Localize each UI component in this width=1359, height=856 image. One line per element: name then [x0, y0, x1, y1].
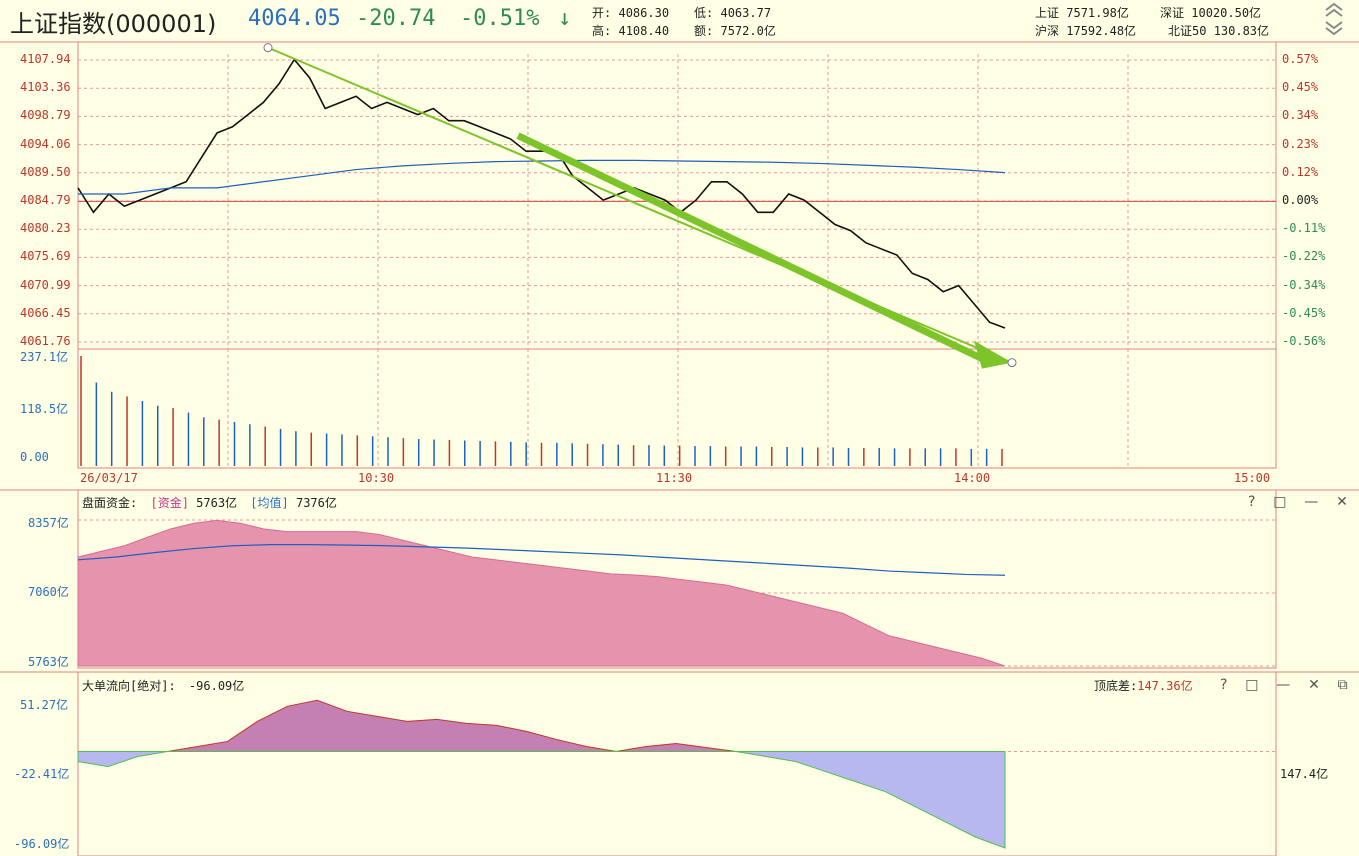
pct-tick-label: -0.34%	[1282, 277, 1326, 292]
sz-label: 深证	[1160, 6, 1185, 20]
pct-tick-label: 0.34%	[1282, 108, 1319, 123]
open-label: 开:	[592, 6, 612, 20]
trend-arrow-guide[interactable]	[267, 46, 1013, 364]
volume-tick-label: 237.1亿	[20, 350, 69, 364]
hs-label: 沪深	[1035, 24, 1060, 38]
fund-axis-bottom: 5763亿	[28, 655, 69, 669]
hs-value: 17592.48亿	[1066, 24, 1137, 38]
fund-avg-line	[77, 543, 1006, 576]
minimize-icon[interactable]: —	[1304, 494, 1319, 510]
diff-value: 147.36亿	[1137, 679, 1193, 693]
open-value: 4086.30	[618, 6, 670, 20]
trend-arrow-head	[974, 340, 1012, 369]
price-tick-label: 4103.36	[20, 80, 71, 95]
flow-outflow-area	[77, 750, 1006, 849]
time-tick-label: 15:00	[1234, 471, 1271, 485]
fund-value: 5763亿	[196, 496, 238, 510]
price-tick-label: 4080.23	[20, 221, 71, 236]
low-label: 低:	[694, 6, 714, 20]
maximize-icon[interactable]: □	[1273, 494, 1287, 510]
pct-tick-label: 0.57%	[1282, 52, 1319, 66]
low-value: 4063.77	[720, 6, 772, 20]
maximize-icon[interactable]: □	[1245, 677, 1259, 693]
help-icon[interactable]: ?	[1248, 494, 1256, 510]
price-tick-label: 4084.79	[20, 193, 71, 207]
fund-panel-title: 盘面资金:	[82, 496, 138, 510]
sz-value: 10020.50亿	[1191, 6, 1262, 20]
price-tick-label: 4098.79	[20, 108, 71, 123]
index-change-pct: -0.51%	[460, 6, 540, 31]
sh-value: 7571.98亿	[1066, 6, 1129, 20]
volume-tick-label: 118.5亿	[20, 402, 69, 416]
avg-value: 7376亿	[295, 496, 337, 510]
time-tick-label: 14:00	[954, 471, 991, 485]
pct-tick-label: 0.45%	[1282, 80, 1319, 95]
price-tick-label: 4070.99	[20, 277, 71, 292]
down-arrow-icon: ↓	[558, 6, 572, 31]
high-label: 高:	[592, 24, 612, 38]
close-icon[interactable]: ✕	[1308, 677, 1320, 693]
scroll-up-icon[interactable]	[1322, 0, 1346, 40]
amount-label: 额:	[694, 24, 714, 38]
popout-icon[interactable]: ⧉	[1337, 677, 1348, 693]
price-tick-label: 4075.69	[20, 249, 71, 264]
flow-axis-mid: -22.41亿	[14, 767, 70, 781]
pct-tick-label: 0.00%	[1282, 193, 1319, 207]
diff-label: 顶底差:	[1094, 679, 1138, 693]
pct-tick-label: -0.45%	[1282, 305, 1326, 320]
flow-axis-bottom: -96.09亿	[14, 837, 70, 851]
flow-right-label: 147.4亿	[1280, 767, 1329, 781]
trend-handle-start[interactable]	[263, 43, 273, 53]
trend-handle-end[interactable]	[1007, 358, 1017, 368]
close-icon[interactable]: ✕	[1336, 494, 1348, 510]
flow-inflow-area	[78, 699, 1005, 752]
fund-axis-top: 8357亿	[28, 516, 69, 530]
flow-axis-top: 51.27亿	[20, 698, 69, 712]
fund-tag: [资金]	[150, 496, 189, 510]
price-tick-label: 4094.06	[20, 136, 71, 151]
pct-tick-label: -0.22%	[1282, 249, 1326, 264]
avg-tag: [均值]	[250, 496, 289, 510]
fund-area	[77, 519, 1006, 667]
time-tick-label: 26/03/17	[80, 471, 138, 485]
price-tick-label: 4089.50	[20, 164, 71, 179]
time-tick-label: 10:30	[358, 471, 395, 485]
pct-tick-label: 0.23%	[1282, 136, 1319, 151]
panel-frame	[77, 41, 1277, 350]
avg-price-line	[78, 159, 1006, 195]
help-icon[interactable]: ?	[1220, 677, 1228, 693]
panel-frame	[77, 348, 1277, 469]
index-title: 上证指数(000001)	[10, 10, 217, 38]
volume-tick-label: 0.00	[20, 450, 49, 464]
price-line	[77, 58, 1006, 329]
index-price: 4064.05	[248, 6, 341, 31]
time-tick-label: 11:30	[656, 471, 693, 485]
panel-frame	[77, 671, 1277, 856]
trend-arrow-shaft	[516, 132, 984, 362]
price-tick-label: 4107.94	[20, 52, 71, 66]
sh-label: 上证	[1035, 6, 1060, 20]
price-tick-label: 4066.45	[20, 305, 71, 320]
bz-value: 130.83亿	[1213, 24, 1270, 38]
bz-label: 北证50	[1168, 24, 1207, 38]
pct-tick-label: 0.12%	[1282, 164, 1319, 179]
high-value: 4108.40	[618, 24, 670, 38]
minimize-icon[interactable]: —	[1276, 677, 1291, 693]
amount-value: 7572.0亿	[720, 24, 776, 38]
flow-value: -96.09亿	[188, 679, 245, 693]
price-tick-label: 4061.76	[20, 334, 71, 348]
flow-panel-title: 大单流向[绝对]:	[82, 679, 176, 693]
scroll-down-icon[interactable]	[1325, 21, 1343, 36]
fund-axis-mid: 7060亿	[28, 585, 69, 599]
pct-tick-label: -0.56%	[1282, 334, 1326, 348]
index-change: -20.74	[356, 6, 436, 31]
pct-tick-label: -0.11%	[1282, 221, 1326, 236]
